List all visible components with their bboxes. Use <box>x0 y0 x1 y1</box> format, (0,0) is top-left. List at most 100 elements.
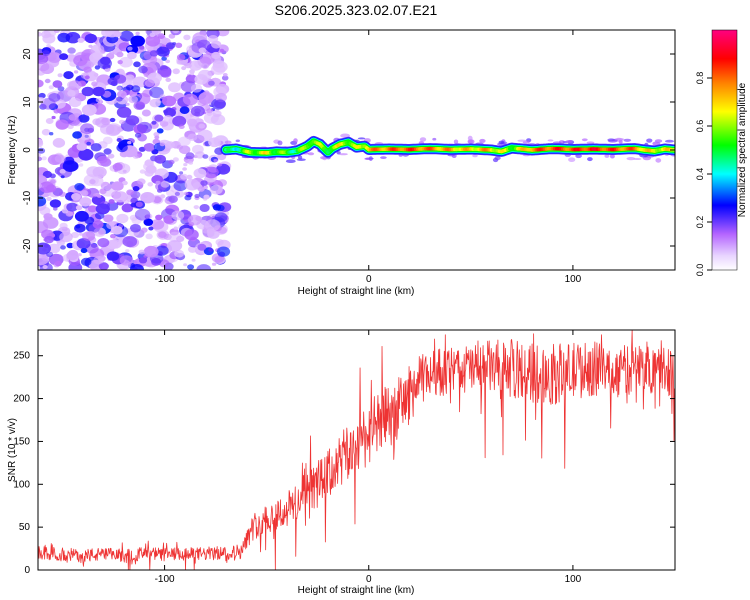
noise-blob <box>143 143 155 152</box>
noise-blob <box>66 242 74 249</box>
noise-blob <box>106 239 119 250</box>
ridge-halo <box>468 139 474 144</box>
noise-blob <box>187 264 195 270</box>
noise-blob <box>53 207 58 211</box>
spectrogram-y-tick-label: 10 <box>22 96 33 108</box>
noise-blob <box>72 131 82 139</box>
noise-blob <box>90 143 102 152</box>
noise-blob <box>78 114 90 123</box>
snr-y-axis: 0 50 100 150 200 250 <box>13 351 675 576</box>
noise-blob <box>134 132 142 138</box>
noise-blob <box>159 142 165 147</box>
noise-blob <box>183 163 188 167</box>
noise-blob <box>101 30 113 37</box>
noise-blob <box>52 80 63 88</box>
noise-blob <box>149 98 161 108</box>
noise-blob <box>66 202 79 212</box>
noise-blob <box>116 86 122 91</box>
spectrogram-x-label: Height of straight line (km) <box>298 286 415 297</box>
noise-blob <box>127 196 132 200</box>
noise-blob <box>121 203 134 213</box>
noise-blob <box>93 193 98 197</box>
noise-blob <box>135 31 140 36</box>
ridge-halo <box>277 140 283 146</box>
snr-x-tick-label: 100 <box>565 574 582 585</box>
noise-blob <box>213 159 218 163</box>
noise-blob <box>107 77 118 86</box>
noise-blob <box>133 61 141 68</box>
noise-blob <box>188 161 194 165</box>
noise-blob <box>165 141 175 149</box>
noise-blob <box>100 56 111 65</box>
colorbar-tick-label: 0.6 <box>695 120 705 133</box>
ridge-halo <box>586 141 595 144</box>
noise-blob <box>130 35 145 47</box>
ridge-halo <box>224 140 232 145</box>
noise-blob <box>184 229 199 241</box>
ridge-halo <box>517 139 527 142</box>
noise-blob <box>127 140 132 145</box>
spectrogram-x-tick-label: -100 <box>155 274 175 285</box>
noise-blob <box>51 115 56 120</box>
ridge-halo <box>565 140 573 143</box>
noise-blob <box>215 108 220 112</box>
noise-blob <box>208 248 214 252</box>
noise-blob <box>190 72 195 76</box>
noise-blob <box>39 206 51 216</box>
noise-blob <box>46 184 57 193</box>
noise-blob <box>195 151 205 159</box>
noise-blob <box>119 30 134 42</box>
noise-blob <box>138 257 148 264</box>
ridge-halo <box>664 139 675 143</box>
noise-blob <box>193 205 199 210</box>
snr-frame <box>37 329 676 571</box>
noise-blob <box>92 220 104 229</box>
noise-blob <box>141 109 151 117</box>
noise-blob <box>173 180 188 191</box>
noise-blob <box>190 84 203 93</box>
noise-blob <box>168 159 175 165</box>
noise-blob <box>183 263 188 267</box>
noise-blob <box>117 60 123 65</box>
spectrogram-y-tick-label: -10 <box>22 190 33 205</box>
noise-blob <box>61 208 69 214</box>
noise-blob <box>131 85 141 93</box>
ridge-halo <box>285 159 296 163</box>
noise-blob <box>184 195 192 201</box>
noise-blob <box>54 260 62 267</box>
noise-blob <box>38 147 46 154</box>
noise-blob <box>156 46 170 57</box>
noise-blob <box>139 45 145 50</box>
snr-y-tick-label: 50 <box>19 522 31 533</box>
spectrogram-y-axis: -20 -10 0 10 20 <box>22 48 675 253</box>
noise-blob <box>59 231 73 243</box>
noise-blob <box>55 119 69 130</box>
noise-blob <box>41 128 51 136</box>
noise-blob <box>38 138 43 146</box>
noise-blob <box>38 31 42 37</box>
noise-blob <box>77 253 82 257</box>
noise-blob <box>90 44 105 55</box>
colorbar-label: Normalized spectral amplitude <box>737 82 748 217</box>
noise-blob <box>221 75 229 81</box>
noise-blob <box>38 61 50 72</box>
noise-blob <box>47 243 61 254</box>
noise-blob <box>144 159 154 167</box>
noise-blob <box>217 162 223 167</box>
noise-blob <box>43 213 53 221</box>
noise-blob <box>38 97 45 103</box>
noise-blob <box>116 143 128 153</box>
noise-blob <box>166 42 176 50</box>
noise-blob <box>77 37 85 43</box>
noise-blob <box>208 80 215 86</box>
noise-blob <box>149 50 159 57</box>
noise-blob <box>49 173 56 179</box>
noise-blob <box>199 204 210 212</box>
noise-blob <box>68 97 82 108</box>
ridge-halo <box>453 139 459 144</box>
noise-blob <box>94 65 101 70</box>
noise-blob <box>62 160 79 173</box>
snr-x-tick-label: -100 <box>155 574 175 585</box>
ridge-halo <box>340 133 350 138</box>
